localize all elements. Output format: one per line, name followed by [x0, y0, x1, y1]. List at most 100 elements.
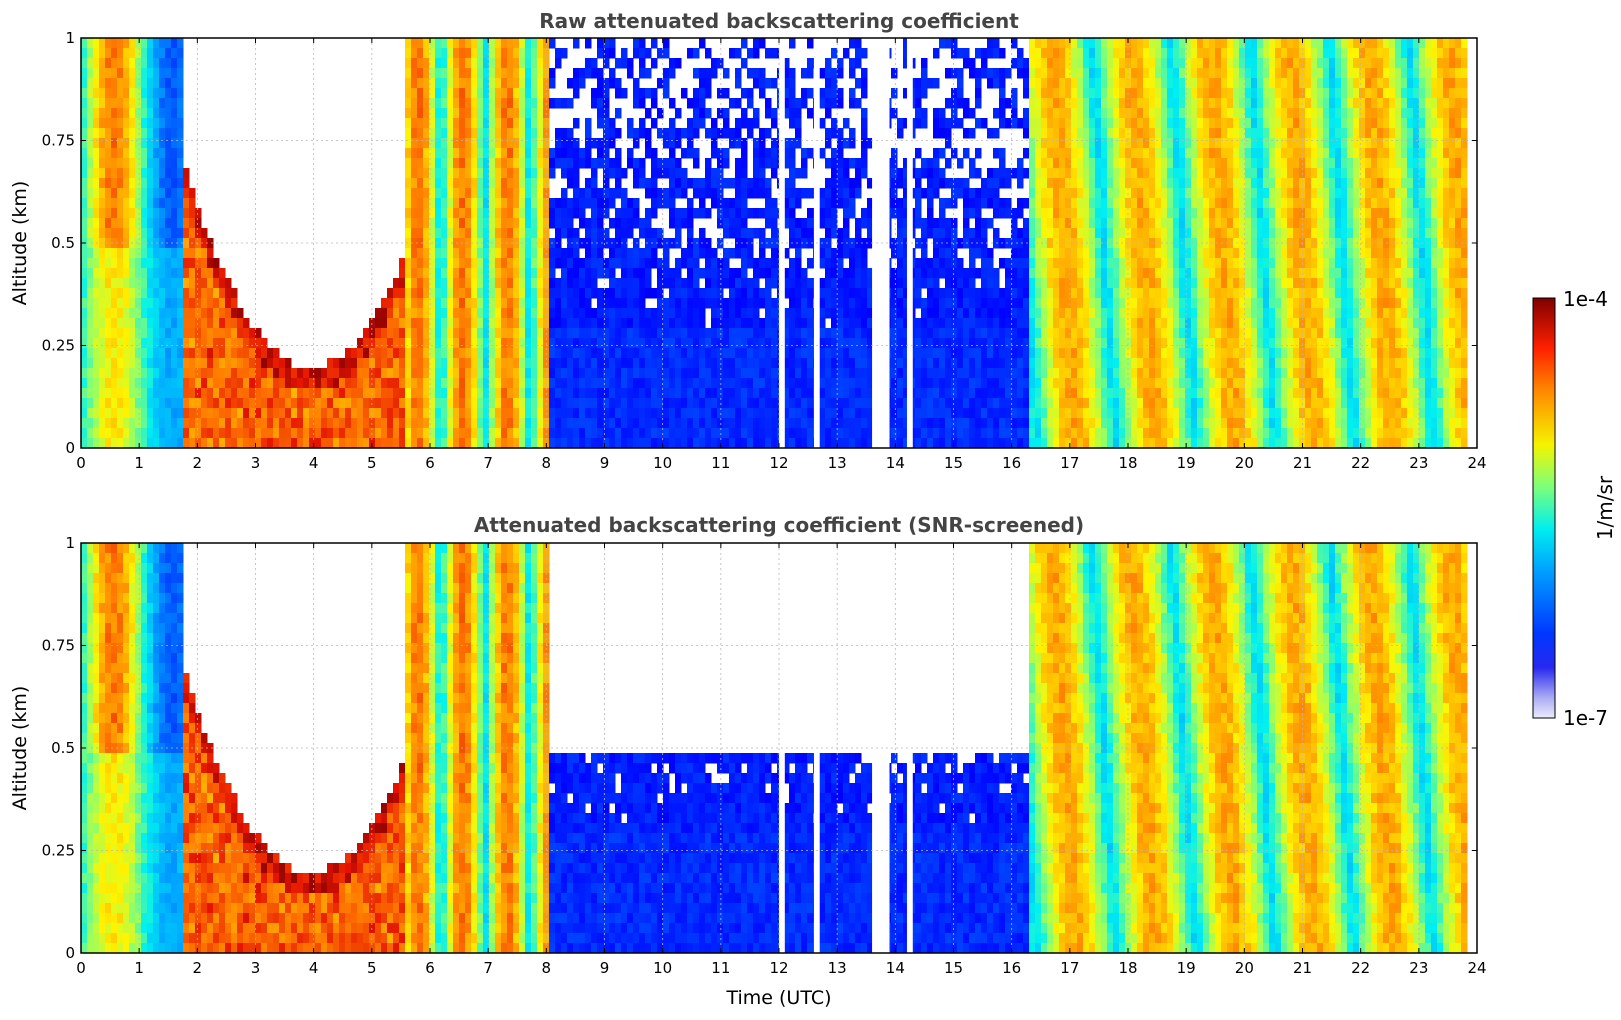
heatmap-cell [603, 188, 610, 199]
heatmap-cell [105, 338, 112, 349]
heatmap-cell [447, 378, 454, 389]
heatmap-cell [135, 298, 142, 309]
heatmap-cell [747, 298, 754, 309]
heatmap-cell [81, 298, 88, 309]
heatmap-cell [831, 308, 838, 319]
heatmap-cell [285, 418, 292, 429]
heatmap-cell [705, 398, 712, 409]
heatmap-cell [405, 348, 412, 359]
heatmap-cell [1053, 268, 1060, 279]
heatmap-cell [81, 118, 88, 129]
heatmap-cell [87, 388, 94, 399]
heatmap-cell [135, 438, 142, 448]
heatmap-cell [717, 408, 724, 419]
heatmap-cell [561, 368, 568, 379]
heatmap-cell [435, 188, 442, 199]
heatmap-cell [675, 398, 682, 409]
heatmap-cell [501, 428, 508, 439]
heatmap-cell [165, 118, 172, 129]
heatmap-cell [573, 178, 580, 189]
heatmap-cell [855, 218, 862, 229]
heatmap-cell [621, 288, 628, 299]
heatmap-cell [591, 288, 598, 299]
heatmap-cell [243, 328, 250, 339]
heatmap-cell [345, 418, 352, 429]
heatmap-cell [141, 78, 148, 89]
heatmap-cell [1065, 48, 1072, 59]
heatmap-cell [417, 148, 424, 159]
heatmap-cell [855, 428, 862, 439]
heatmap-cell [615, 378, 622, 389]
heatmap-cell [681, 218, 688, 229]
heatmap-cell [369, 368, 376, 379]
heatmap-cell [171, 68, 178, 79]
heatmap-cell [729, 138, 736, 149]
heatmap-cell [621, 58, 628, 69]
heatmap-cell [915, 388, 922, 399]
heatmap-cell [531, 398, 538, 409]
heatmap-cell [267, 348, 274, 359]
heatmap-cell [1047, 328, 1054, 339]
heatmap-cell [423, 178, 430, 189]
heatmap-cell [1059, 248, 1066, 259]
heatmap-cell [951, 278, 958, 289]
heatmap-cell [939, 148, 946, 159]
heatmap-cell [1053, 348, 1060, 359]
heatmap-cell [429, 358, 436, 369]
heatmap-cell [915, 148, 922, 159]
heatmap-cell [933, 128, 940, 139]
heatmap-cell [825, 178, 832, 189]
heatmap-cell [585, 288, 592, 299]
heatmap-cell [123, 218, 130, 229]
heatmap-cell [561, 328, 568, 339]
heatmap-cell [435, 128, 442, 139]
heatmap-cell [87, 138, 94, 149]
heatmap-cell [399, 358, 406, 369]
heatmap-cell [963, 358, 970, 369]
heatmap-cell [579, 208, 586, 219]
heatmap-cell [465, 48, 472, 59]
heatmap-cell [999, 338, 1006, 349]
heatmap-cell [939, 388, 946, 399]
heatmap-cell [561, 298, 568, 309]
heatmap-cell [153, 198, 160, 209]
heatmap-cell [135, 248, 142, 259]
heatmap-cell [837, 438, 844, 448]
heatmap-cell [609, 128, 616, 139]
heatmap-cell [969, 398, 976, 409]
heatmap-cell [843, 158, 850, 169]
heatmap-cell [1029, 98, 1036, 109]
heatmap-cell [1059, 398, 1066, 409]
heatmap-cell [987, 348, 994, 359]
heatmap-cell [693, 178, 700, 189]
heatmap-cell [153, 218, 160, 229]
heatmap-cell [951, 268, 958, 279]
heatmap-cell [567, 208, 574, 219]
heatmap-cell [603, 398, 610, 409]
heatmap-cell [789, 368, 796, 379]
heatmap-cell [765, 298, 772, 309]
heatmap-cell [225, 278, 232, 289]
heatmap-cell [201, 378, 208, 389]
heatmap-cell [723, 428, 730, 439]
heatmap-cell [117, 438, 124, 448]
heatmap-cell [369, 418, 376, 429]
heatmap-cell [561, 138, 568, 149]
heatmap-cell [531, 128, 538, 139]
heatmap-cell [459, 438, 466, 448]
heatmap-cell [147, 438, 154, 448]
heatmap-cell [1029, 318, 1036, 329]
heatmap-cell [1065, 358, 1072, 369]
heatmap-cell [171, 348, 178, 359]
heatmap-cell [471, 198, 478, 209]
heatmap-cell [1065, 198, 1072, 209]
heatmap-cell [669, 308, 676, 319]
heatmap-cell [783, 248, 790, 259]
heatmap-cell [255, 328, 262, 339]
heatmap-cell [489, 98, 496, 109]
heatmap-cell [141, 238, 148, 249]
heatmap-cell [1029, 68, 1036, 79]
heatmap-cell [1017, 208, 1024, 219]
heatmap-cell [567, 368, 574, 379]
heatmap-cell [1017, 288, 1024, 299]
